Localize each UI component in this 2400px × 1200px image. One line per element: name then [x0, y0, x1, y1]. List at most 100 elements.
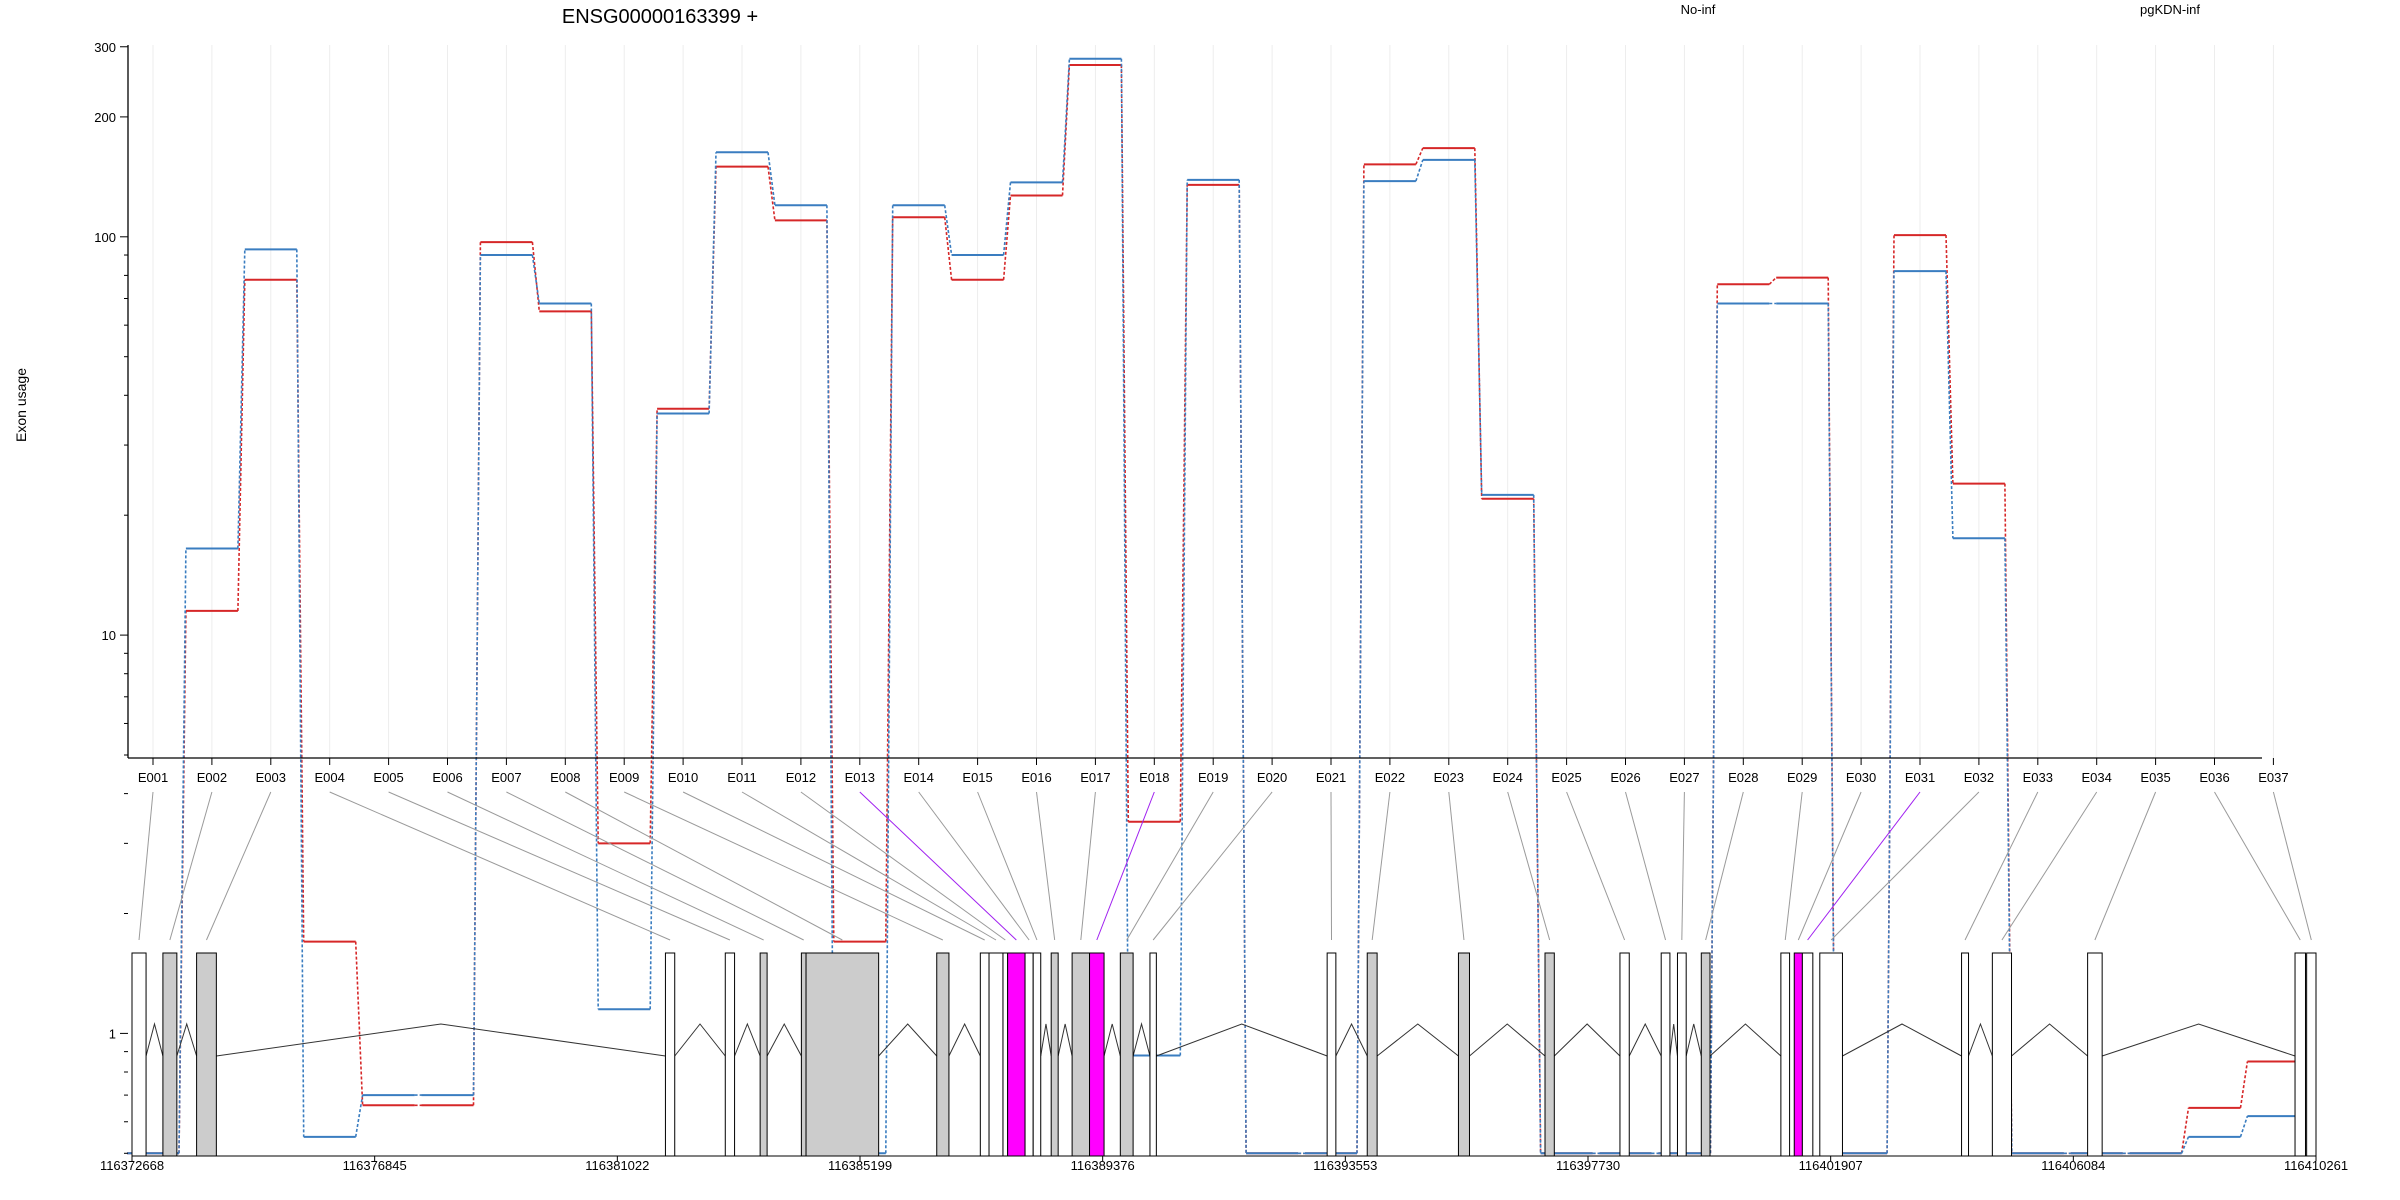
series-no-inf-connector-e028 — [1768, 277, 1777, 285]
series-pgkdn-inf-connector-e031 — [1945, 271, 1954, 539]
connector-e003 — [206, 791, 272, 941]
series-pgkdn-inf-connector-e001 — [178, 548, 187, 1154]
exon-box-e006 — [759, 952, 768, 1157]
exon-box-e004 — [664, 952, 676, 1157]
coordinate-label: 116406084 — [2041, 1158, 2105, 1173]
connector-e025 — [1566, 791, 1626, 941]
coordinate-label: 116410261 — [2284, 1158, 2348, 1173]
intron-6 — [878, 1023, 938, 1057]
exon-label-e016: E016 — [1021, 770, 1051, 785]
y-tick-label: 300 — [94, 40, 116, 55]
exon-box-e030 — [1793, 952, 1803, 1157]
exon-box-e036 — [2294, 952, 2306, 1157]
exon-label-e006: E006 — [432, 770, 462, 785]
connector-e021 — [1330, 791, 1333, 941]
series-no-inf-connector-e018 — [1179, 184, 1188, 822]
connector-layer — [138, 791, 2312, 941]
exon-box-e034 — [1991, 952, 2013, 1157]
series-pgkdn-inf-connector-e016 — [1061, 58, 1071, 183]
connector-e011 — [741, 791, 997, 941]
connector-e028 — [1705, 791, 1744, 941]
intron-8 — [1040, 1023, 1052, 1057]
exon-label-e037: E037 — [2258, 770, 2288, 785]
exon-label-e003: E003 — [256, 770, 286, 785]
series-pgkdn-inf-connector-e003 — [296, 249, 305, 1137]
exon-label-e007: E007 — [491, 770, 521, 785]
series-no-inf-connector-e013 — [885, 217, 894, 942]
exon-label-e036: E036 — [2199, 770, 2229, 785]
exon-label-e026: E026 — [1610, 770, 1640, 785]
series-pgkdn-inf-connector-e010 — [708, 152, 717, 414]
exon-box-e020 — [1149, 952, 1157, 1157]
intron-20 — [1709, 1023, 1782, 1057]
intron-9 — [1057, 1023, 1073, 1057]
intron-18 — [1669, 1023, 1678, 1057]
exon-box-e019 — [1119, 952, 1134, 1157]
intron-0 — [145, 1022, 164, 1057]
exon-box-e001 — [131, 952, 147, 1157]
exon-label-e004: E004 — [315, 770, 345, 785]
exon-label-e032: E032 — [1964, 770, 1994, 785]
connector-e004 — [329, 791, 671, 941]
exon-box-e018 — [1089, 952, 1105, 1157]
exon-box-e021 — [1326, 952, 1337, 1157]
exon-label-e024: E024 — [1493, 770, 1523, 785]
exon-box-e015 — [1032, 952, 1042, 1157]
series-no-inf-connector-e031 — [1945, 235, 1954, 484]
series-no-inf-connector-e015 — [1002, 195, 1012, 280]
exon-label-e033: E033 — [2023, 770, 2053, 785]
exon-box-e025 — [1619, 952, 1630, 1157]
exon-box-e035 — [2087, 952, 2103, 1157]
intron-3 — [674, 1023, 726, 1057]
series-pgkdn-inf-connector-e015 — [1002, 182, 1012, 256]
exon-box-e017 — [1071, 952, 1091, 1157]
y-tick-label: 10 — [102, 628, 116, 643]
series-no-inf-connector-e022 — [1415, 147, 1424, 165]
y-axis-label: Exon usage — [13, 368, 29, 442]
y-tick-label: 1 — [109, 1026, 116, 1041]
intron-16 — [1553, 1023, 1621, 1057]
exon-label-e001: E001 — [138, 770, 168, 785]
intron-15 — [1469, 1023, 1546, 1057]
legend-label-pgkdn-inf: pgKDN-inf — [2140, 2, 2200, 17]
series-pgkdn-inf-connector-e013 — [885, 205, 894, 1154]
intron-11 — [1132, 1022, 1151, 1057]
intron-2 — [216, 1023, 666, 1057]
exon-box-e010 — [979, 952, 990, 1157]
legend-label-no-inf: No-inf — [1681, 2, 1716, 17]
connector-e010 — [682, 791, 985, 941]
connector-e023 — [1448, 791, 1465, 941]
connector-e031 — [1807, 791, 1921, 941]
intron-21 — [1842, 1023, 1962, 1057]
intron-22 — [1968, 1022, 1993, 1057]
exon-label-e030: E030 — [1846, 770, 1876, 785]
series-pgkdn-inf-connector-e023 — [1474, 159, 1483, 495]
exon-label-e015: E015 — [962, 770, 992, 785]
intron-5 — [766, 1022, 802, 1057]
exon-box-e008 — [805, 952, 880, 1157]
exon-box-e026 — [1660, 952, 1671, 1157]
y-tick-label: 100 — [94, 230, 116, 245]
exon-label-e010: E010 — [668, 770, 698, 785]
intron-17 — [1628, 1022, 1662, 1057]
coordinate-label: 116397730 — [1556, 1158, 1620, 1173]
exon-box-e002 — [162, 952, 178, 1157]
connector-e008 — [565, 791, 843, 941]
series-no-inf-connector-e009 — [649, 408, 658, 844]
legend: No-inf pgKDN-inf — [1681, 2, 2201, 17]
connector-e026 — [1625, 791, 1667, 941]
connector-e002 — [169, 791, 213, 941]
connector-e032 — [1830, 791, 1980, 941]
exon-label-e014: E014 — [904, 770, 934, 785]
exon-label-e035: E035 — [2140, 770, 2170, 785]
series-pgkdn-inf-connector-e035 — [2180, 1136, 2190, 1154]
series-pgkdn-inf-connector-e007 — [531, 254, 541, 304]
exon-label-e018: E018 — [1139, 770, 1169, 785]
exon-box-e022 — [1366, 952, 1378, 1157]
exon-label-e028: E028 — [1728, 770, 1758, 785]
exon-box-e024 — [1544, 952, 1555, 1157]
connector-e006 — [447, 791, 764, 941]
intron-23 — [2011, 1023, 2088, 1057]
series-pgkdn-inf-connector-e029 — [1827, 303, 1836, 1154]
